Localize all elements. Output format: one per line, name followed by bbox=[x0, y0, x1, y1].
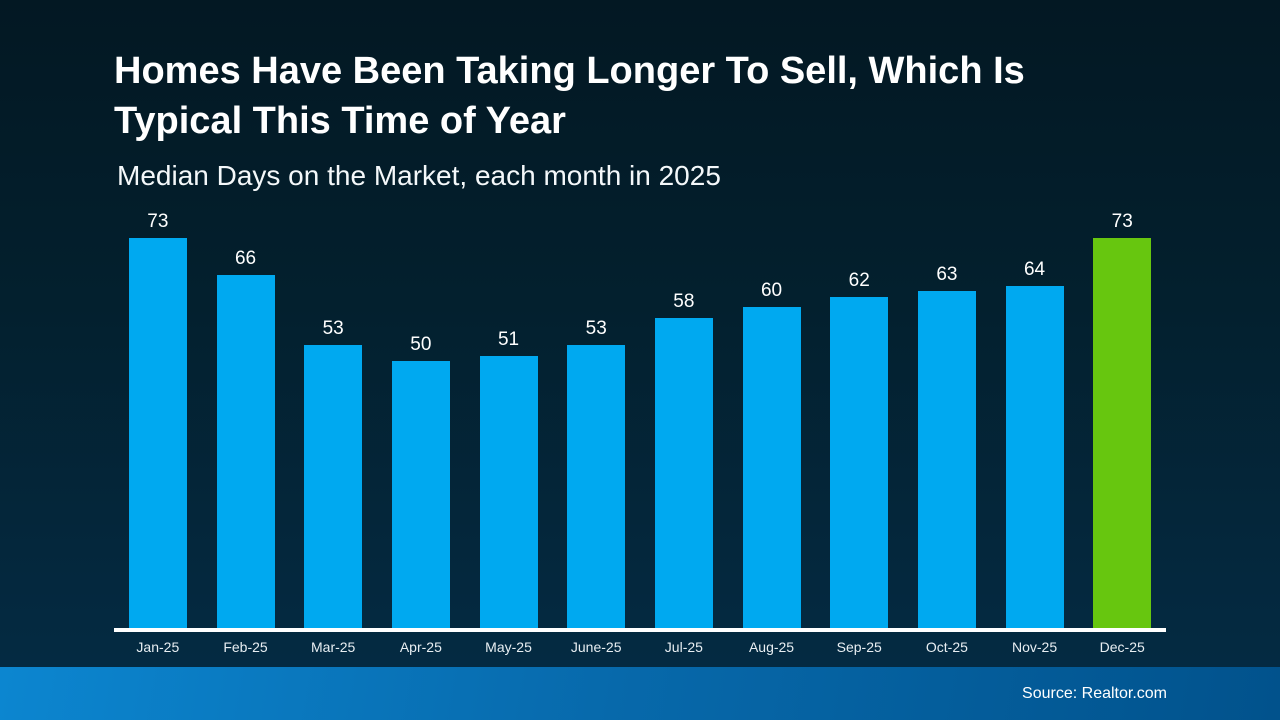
x-axis-tick-label: Dec-25 bbox=[1099, 639, 1145, 655]
bar bbox=[654, 318, 713, 628]
x-axis-tick-row: Jan-25 Feb-25 Mar-25 Apr-25 May-25 June-25 Jul… bbox=[114, 639, 1166, 655]
bar bbox=[567, 345, 626, 628]
bar-value-label: 64 bbox=[1023, 259, 1046, 280]
bar-column: 73 bbox=[1078, 211, 1166, 628]
bar bbox=[479, 356, 538, 628]
x-axis-tick-label: Sep-25 bbox=[836, 639, 882, 655]
bar-highlight bbox=[1093, 238, 1152, 628]
bar-value-label: 50 bbox=[410, 334, 432, 355]
bar-column: 51 bbox=[465, 329, 553, 628]
bar-value-label: 62 bbox=[848, 270, 870, 291]
bar-value-label: 63 bbox=[936, 264, 958, 285]
bar-column: 62 bbox=[815, 270, 903, 628]
x-axis-tick-label: Feb-25 bbox=[223, 639, 268, 655]
bar-column: 66 bbox=[202, 248, 290, 628]
source-label: Source: Realtor.com bbox=[1022, 684, 1167, 702]
bar bbox=[304, 345, 363, 628]
bar-chart: 73 66 53 50 51 53 58 60 62 63 64 73 Jan-25 Feb-25 Mar… bbox=[114, 198, 1166, 655]
bar-value-label: 60 bbox=[760, 280, 783, 301]
bar-value-label: 73 bbox=[147, 211, 169, 232]
bar-value-label: 51 bbox=[497, 329, 520, 350]
bar bbox=[216, 275, 275, 628]
bar-column: 53 bbox=[552, 318, 640, 628]
bar-column: 63 bbox=[903, 264, 991, 628]
bar bbox=[391, 361, 450, 628]
x-axis-tick-label: June-25 bbox=[570, 639, 622, 655]
x-axis-tick-label: Apr-25 bbox=[399, 639, 442, 655]
bar-value-label: 66 bbox=[234, 248, 257, 269]
chart-title-line-1: Homes Have Been Taking Longer To Sell, W… bbox=[114, 50, 1025, 92]
x-axis-line bbox=[114, 628, 1166, 632]
x-axis-tick-label: Nov-25 bbox=[1011, 639, 1058, 655]
chart-header: Homes Have Been Taking Longer To Sell, W… bbox=[114, 46, 1194, 193]
bar-value-label: 73 bbox=[1111, 211, 1133, 232]
x-axis-tick-label: Jan-25 bbox=[136, 639, 180, 655]
chart-subtitle: Median Days on the Market, each month in… bbox=[117, 160, 721, 191]
bar bbox=[830, 297, 889, 628]
bar-column: 73 bbox=[114, 211, 202, 628]
bar-value-label: 53 bbox=[585, 318, 607, 339]
footer-bar: Source: Realtor.com bbox=[0, 667, 1280, 720]
chart-title: Homes Have Been Taking Longer To Sell, W… bbox=[114, 46, 1194, 146]
x-axis-tick-label: Aug-25 bbox=[748, 639, 795, 655]
bar-value-label: 58 bbox=[673, 291, 695, 312]
x-axis-tick-label: May-25 bbox=[485, 639, 532, 655]
bar-value-label: 53 bbox=[322, 318, 344, 339]
bar bbox=[917, 291, 976, 628]
chart-title-line-2: Typical This Time of Year bbox=[114, 100, 566, 142]
x-axis-tick-label: Jul-25 bbox=[664, 639, 703, 655]
bar-column: 53 bbox=[289, 318, 377, 628]
bar bbox=[742, 307, 801, 628]
plot-area: 73 66 53 50 51 53 58 60 62 63 64 73 bbox=[114, 198, 1166, 628]
bar-column: 50 bbox=[377, 334, 465, 628]
x-axis-tick-label: Mar-25 bbox=[311, 639, 356, 655]
x-axis-tick-label: Oct-25 bbox=[925, 639, 968, 655]
bar-column: 64 bbox=[991, 259, 1079, 628]
bar-column: 60 bbox=[728, 280, 816, 628]
bar bbox=[128, 238, 187, 628]
bar bbox=[1005, 286, 1064, 628]
bar-column: 58 bbox=[640, 291, 728, 628]
